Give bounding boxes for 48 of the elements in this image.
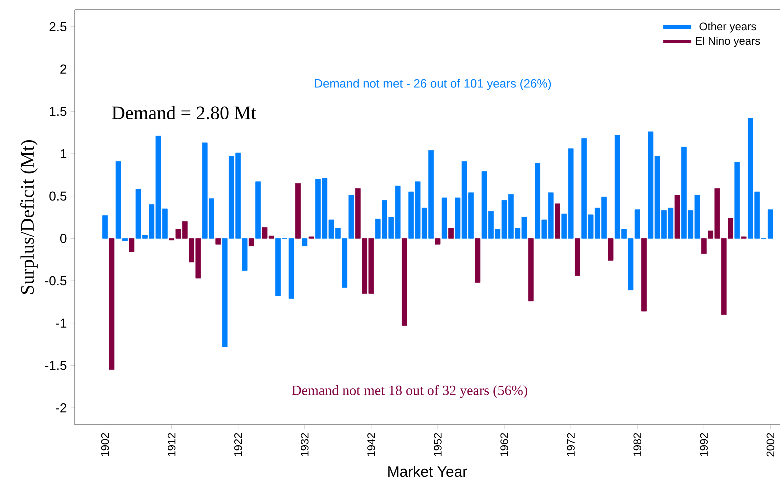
y-tick-label: -2 <box>56 404 67 413</box>
bar <box>608 238 614 261</box>
x-tick-label: 1942 <box>368 433 376 456</box>
bar <box>442 198 448 239</box>
x-tick-label: 1932 <box>301 433 309 456</box>
x-tick-label: 1972 <box>567 433 575 456</box>
bar <box>674 195 680 239</box>
bar <box>256 182 262 239</box>
x-tick-label: 1902 <box>101 433 110 456</box>
y-tick-label: 0 <box>60 234 67 244</box>
y-tick-label: 2 <box>60 64 67 74</box>
annotation: Demand = 2.80 Mt <box>112 106 256 120</box>
y-tick-label: -1.5 <box>45 361 67 370</box>
bar <box>575 238 580 276</box>
y-tick-label: 1 <box>60 150 67 158</box>
x-tick-label: 2002 <box>766 433 775 457</box>
bar <box>248 238 254 246</box>
x-tick-label: 1922 <box>234 433 242 456</box>
x-tick-label: 1912 <box>168 433 176 456</box>
x-tick-label: 1952 <box>434 433 442 456</box>
x-tick-label: 1992 <box>700 433 708 456</box>
y-tick-label: 2.5 <box>50 22 67 32</box>
bar <box>448 228 454 239</box>
legend-label: El Nino years <box>696 36 760 48</box>
y-tick-label: 1.5 <box>50 107 67 116</box>
y-tick-label: -1 <box>56 318 67 328</box>
bar <box>216 238 222 245</box>
legend-label: Other years <box>700 22 756 33</box>
bar <box>102 216 108 239</box>
x-tick-label: 1982 <box>634 433 642 456</box>
annotation: Demand not met 18 out of 32 years (56%) <box>292 385 528 398</box>
bar <box>555 204 560 239</box>
bar <box>435 238 441 245</box>
bar <box>302 238 308 246</box>
bar <box>402 238 408 326</box>
bar <box>109 238 115 370</box>
bar <box>642 238 647 312</box>
y-axis-title: Surplus/Deficit (Mt) <box>20 140 38 294</box>
annotation: Demand not met - 26 out of 101 years (26%) <box>315 79 552 90</box>
y-tick-label: -0.5 <box>45 276 67 286</box>
x-tick-label: 1962 <box>500 433 508 456</box>
bar <box>734 162 740 239</box>
bar <box>129 238 135 252</box>
y-tick-label: 0.5 <box>50 192 67 201</box>
bar <box>475 238 481 283</box>
x-axis-title: Market Year <box>388 466 468 478</box>
bar <box>528 238 534 302</box>
bar <box>296 183 301 239</box>
